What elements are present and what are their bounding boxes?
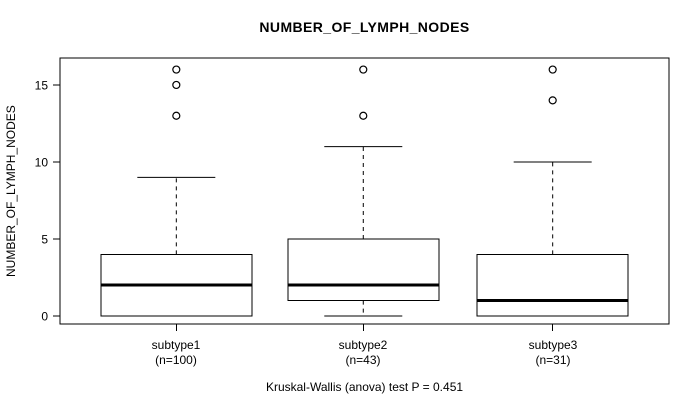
group-label: subtype3 (528, 338, 578, 352)
group-n-label: (n=100) (155, 353, 197, 367)
svg-text:5: 5 (41, 232, 48, 246)
chart-title: NUMBER_OF_LYMPH_NODES (259, 19, 470, 35)
statistical-test-caption: Kruskal-Wallis (anova) test P = 0.451 (265, 380, 464, 394)
group-label: subtype1 (151, 338, 201, 352)
group-n-label: (n=31) (535, 353, 571, 367)
svg-text:10: 10 (35, 155, 49, 169)
group-n-label: (n=43) (345, 353, 381, 367)
x-group-label-subtype1: subtype1 (n=100) (86, 338, 266, 368)
x-group-label-subtype3: subtype3 (n=31) (463, 338, 643, 368)
svg-text:15: 15 (35, 78, 49, 92)
svg-text:0: 0 (41, 309, 48, 323)
x-group-label-subtype2: subtype2 (n=43) (273, 338, 453, 368)
group-label: subtype2 (338, 338, 388, 352)
